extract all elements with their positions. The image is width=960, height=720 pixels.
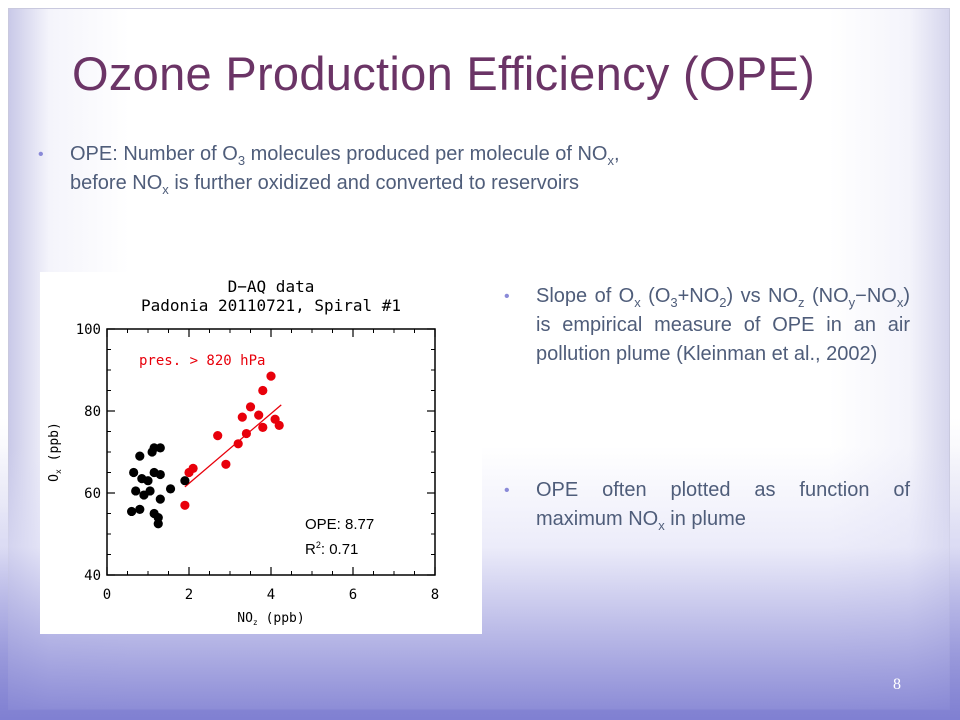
chart-subtitle: Padonia 20110721, Spiral #1 [141, 296, 401, 315]
data-point-red [258, 422, 268, 432]
data-point-black [129, 467, 139, 478]
r2-stat: R2: 0.71 [305, 540, 358, 558]
data-point-black [155, 494, 165, 504]
data-point-black [131, 486, 141, 496]
x-tick-label: 8 [431, 587, 439, 603]
data-point-black [143, 476, 153, 486]
data-point-red [254, 410, 264, 420]
x-axis-label: NOz (ppb) [237, 611, 304, 627]
data-point-red [213, 431, 223, 441]
data-point-black [155, 443, 165, 453]
data-point-red [245, 402, 256, 412]
data-point-red [180, 500, 190, 510]
data-point-red [237, 412, 247, 422]
data-point-black [145, 486, 155, 496]
x-tick-label: 2 [185, 587, 193, 603]
legend-annotation: pres. > 820 hPa [139, 353, 265, 369]
y-tick-label: 40 [84, 568, 101, 584]
data-point-red [258, 385, 268, 396]
data-point-red [233, 439, 243, 449]
data-point-red [221, 459, 231, 469]
data-point-red [188, 463, 198, 473]
fit-line [184, 404, 282, 488]
bullet-dot-icon: • [504, 482, 510, 499]
data-point-black [135, 451, 145, 461]
bullet-ope-definition: • OPE: Number of O3 molecules produced p… [38, 140, 910, 198]
data-point-black [165, 484, 176, 494]
x-tick-label: 4 [267, 587, 275, 603]
data-point-black [155, 469, 165, 480]
data-point-red [266, 371, 276, 381]
x-tick-label: 6 [349, 587, 357, 603]
page-number: 8 [893, 676, 901, 693]
data-point-black [135, 504, 145, 514]
y-tick-label: 60 [84, 486, 101, 502]
x-tick-label: 0 [103, 587, 111, 603]
y-tick-label: 100 [76, 322, 101, 338]
bullet-slope-definition: • Slope of Ox (O3+NO2) vs NOz (NOy−NOx) … [504, 282, 910, 369]
bullet-ope-plot: • OPE often plotted as function of maxim… [504, 476, 910, 534]
scatter-chart: D−AQ data Padonia 20110721, Spiral #1 0 2… [40, 272, 482, 634]
data-point-black [180, 476, 190, 486]
slide-title: Ozone Production Efficiency (OPE) [72, 47, 816, 100]
y-tick-label: 80 [84, 404, 101, 420]
chart-title: D−AQ data [228, 277, 315, 296]
y-axis-label: Ox (ppb) [47, 422, 63, 482]
data-point-red [274, 420, 284, 430]
data-point-black [127, 506, 137, 517]
bullet-dot-icon: • [38, 146, 44, 163]
bullet-dot-icon: • [504, 288, 510, 305]
ope-stat: OPE: 8.77 [305, 516, 374, 533]
data-point-black [153, 519, 163, 529]
data-point-red [241, 428, 251, 439]
chart-svg: D−AQ data Padonia 20110721, Spiral #1 0 2… [47, 277, 439, 627]
